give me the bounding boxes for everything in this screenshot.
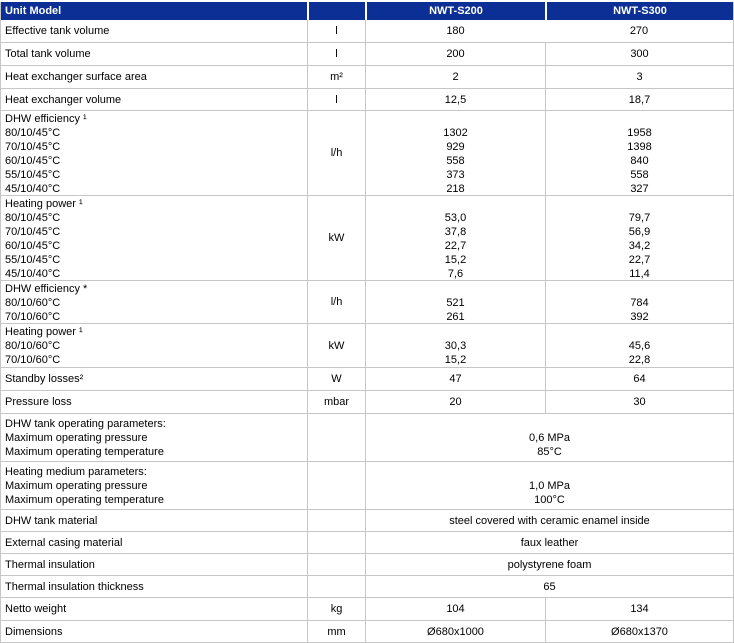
unit-cell [307, 462, 365, 509]
value-s200: 2 [365, 66, 545, 88]
unit-cell: kW [307, 196, 365, 280]
unit-cell: l [307, 89, 365, 110]
row-label: Heat exchanger surface area [5, 71, 147, 83]
row-label: Effective tank volume [5, 25, 110, 37]
unit-cell [307, 576, 365, 597]
table-row-heat-exchanger-surface-area: Heat exchanger surface area m² 2 3 [1, 66, 733, 89]
row-label: Dimensions [5, 625, 63, 638]
value-s300: 3 [545, 66, 733, 88]
value-merged: faux leather [365, 532, 733, 553]
row-label: DHW tank operating parameters: Maximum o… [5, 418, 166, 458]
table-row-dhw-efficiency-60: DHW efficiency * 80/10/60°C 70/10/60°C l… [1, 281, 733, 324]
value-s200: 104 [365, 598, 545, 620]
row-label: Total tank volume [5, 48, 91, 60]
table-row-effective-tank-volume: Effective tank volume l 180 270 [1, 20, 733, 43]
row-label: Pressure loss [5, 396, 72, 408]
unit-cell: l [307, 43, 365, 65]
unit-cell [307, 554, 365, 575]
unit-cell: kg [307, 598, 365, 620]
row-label: DHW tank material [5, 514, 98, 527]
table-header-row: Unit Model NWT-S200 NWT-S300 [1, 2, 733, 20]
header-nwt-s200: NWT-S200 [365, 2, 545, 20]
value-s300: 784 392 [545, 281, 733, 323]
value-s200: 53,0 37,8 22,7 15,2 7,6 [365, 196, 545, 280]
unit-cell: l [307, 20, 365, 42]
value-s200: 200 [365, 43, 545, 65]
row-label: External casing material [5, 536, 123, 549]
table-row-external-casing-material: External casing material faux leather [1, 532, 733, 554]
value-s300: Ø680x1370 [545, 621, 733, 642]
value-s300: 30 [545, 391, 733, 413]
table-row-dhw-tank-operating-parameters: DHW tank operating parameters: Maximum o… [1, 414, 733, 462]
table-row-dhw-tank-material: DHW tank material steel covered with cer… [1, 510, 733, 532]
row-label: Netto weight [5, 603, 67, 615]
row-label: Heating medium parameters: Maximum opera… [5, 466, 164, 506]
unit-cell: mbar [307, 391, 365, 413]
value-s200: 1302 929 558 373 218 [365, 111, 545, 195]
table-row-thermal-insulation-thickness: Thermal insulation thickness 65 [1, 576, 733, 598]
table-row-pressure-loss: Pressure loss mbar 20 30 [1, 391, 733, 414]
value-s200: Ø680x1000 [365, 621, 545, 642]
unit-cell: W [307, 368, 365, 390]
table-row-heating-power-45: Heating power ¹ 80/10/45°C 70/10/45°C 60… [1, 196, 733, 281]
header-unit-column [307, 2, 365, 20]
value-merged: 0,6 MPa 85°C [365, 414, 733, 461]
value-merged: steel covered with ceramic enamel inside [365, 510, 733, 531]
value-s300: 270 [629, 25, 649, 37]
table-row-dhw-efficiency-45: DHW efficiency ¹ 80/10/45°C 70/10/45°C 6… [1, 111, 733, 196]
value-s300: 79,7 56,9 34,2 22,7 11,4 [545, 196, 733, 280]
row-label: DHW efficiency ¹ 80/10/45°C 70/10/45°C 6… [5, 113, 87, 195]
value-s300: 45,6 22,8 [545, 324, 733, 367]
value-s300: 1958 1398 840 558 327 [545, 111, 733, 195]
table-row-heat-exchanger-volume: Heat exchanger volume l 12,5 18,7 [1, 89, 733, 111]
header-nwt-s300: NWT-S300 [545, 2, 733, 20]
table-row-thermal-insulation: Thermal insulation polystyrene foam [1, 554, 733, 576]
value-s200: 521 261 [365, 281, 545, 323]
row-label: Heating power ¹ 80/10/60°C 70/10/60°C [5, 326, 83, 366]
row-label: Thermal insulation [5, 558, 95, 571]
value-s200: 180 [365, 20, 545, 42]
value-s200: 20 [365, 391, 545, 413]
table-row-heating-medium-parameters: Heating medium parameters: Maximum opera… [1, 462, 733, 510]
table-row-dimensions: Dimensions mm Ø680x1000 Ø680x1370 [1, 621, 733, 643]
value-s200: 30,3 15,2 [365, 324, 545, 367]
unit-cell: l/h [307, 111, 365, 195]
unit-cell: kW [307, 324, 365, 367]
unit-cell: mm [307, 621, 365, 642]
table-row-heating-power-60: Heating power ¹ 80/10/60°C 70/10/60°C kW… [1, 324, 733, 368]
unit-cell [307, 414, 365, 461]
unit-cell [307, 510, 365, 531]
table-row-standby-losses: Standby losses² W 47 64 [1, 368, 733, 391]
row-label: DHW efficiency * 80/10/60°C 70/10/60°C [5, 283, 88, 323]
value-s300: 134 [545, 598, 733, 620]
value-merged: 65 [365, 576, 733, 597]
value-merged: polystyrene foam [365, 554, 733, 575]
value-s300: 64 [545, 368, 733, 390]
value-merged: 1,0 MPa 100°C [365, 462, 733, 509]
unit-cell: l/h [307, 281, 365, 323]
header-unit-model: Unit Model [1, 2, 307, 20]
row-label: Thermal insulation thickness [5, 580, 144, 593]
unit-cell: m² [307, 66, 365, 88]
row-label: Heat exchanger volume [5, 93, 122, 106]
value-s200: 47 [365, 368, 545, 390]
table-row-netto-weight: Netto weight kg 104 134 [1, 598, 733, 621]
table-row-total-tank-volume: Total tank volume l 200 300 [1, 43, 733, 66]
row-label: Standby losses² [5, 373, 84, 385]
value-s300: 18,7 [545, 89, 733, 110]
unit-cell [307, 532, 365, 553]
row-label: Heating power ¹ 80/10/45°C 70/10/45°C 60… [5, 198, 83, 280]
value-s200: 12,5 [365, 89, 545, 110]
value-s300: 300 [545, 43, 733, 65]
